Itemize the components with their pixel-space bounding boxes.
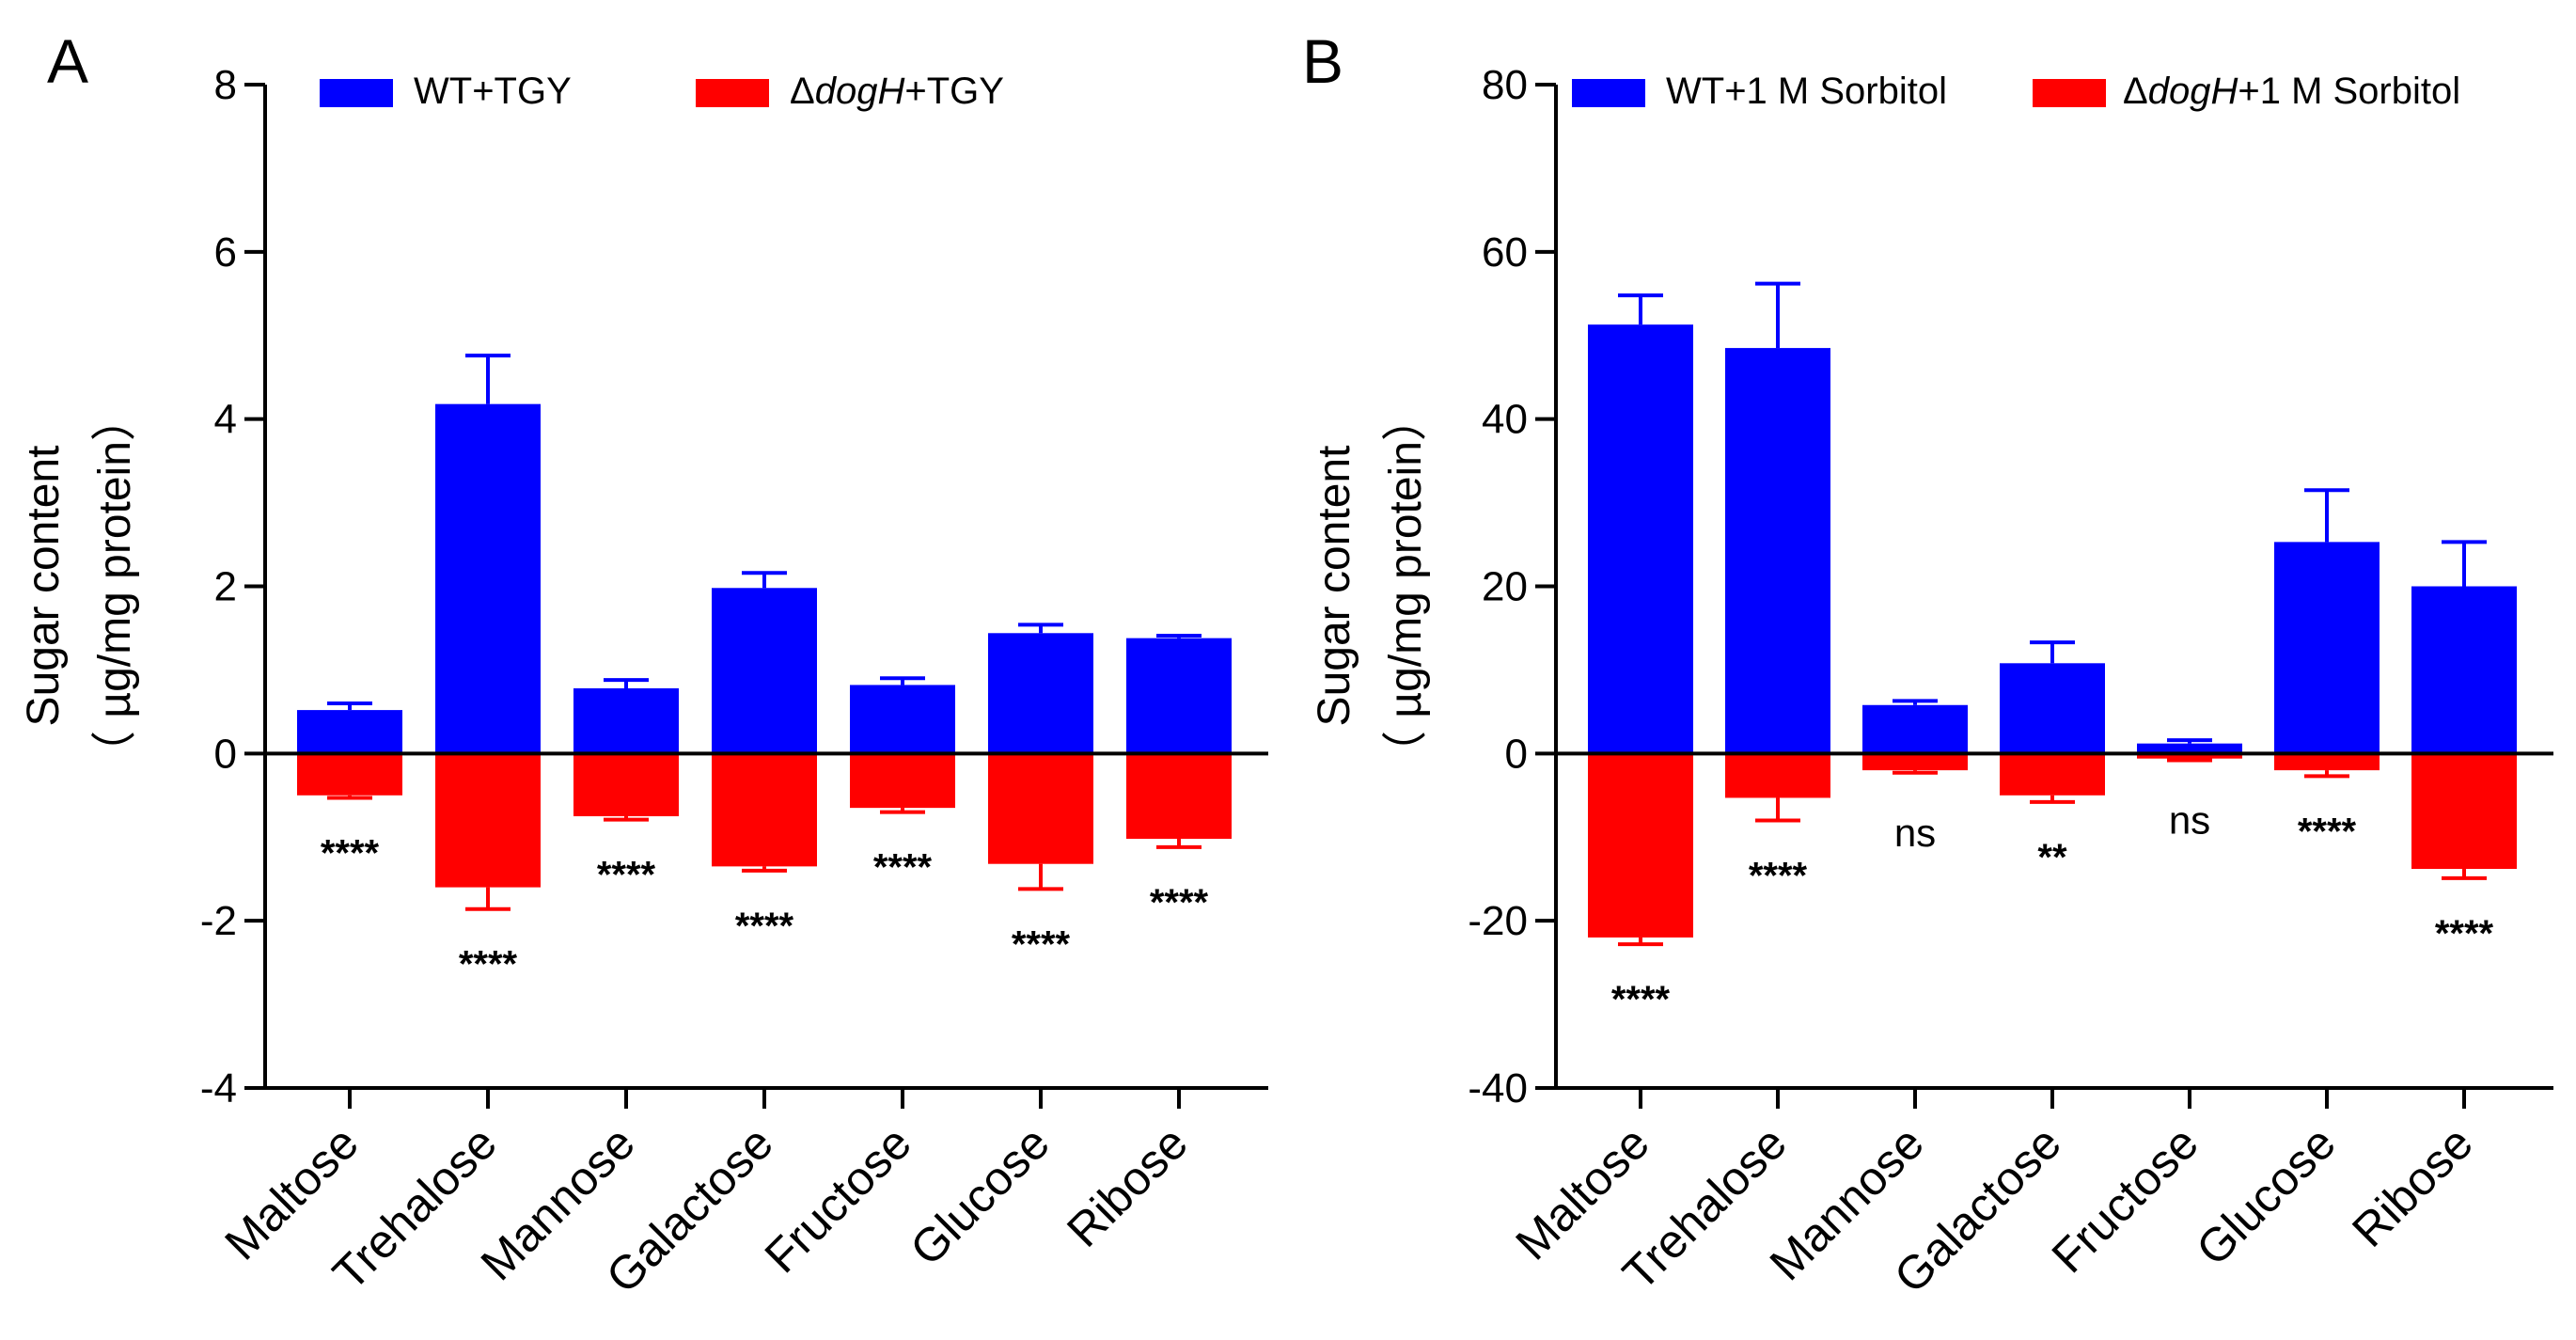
significance-marker: ** bbox=[2037, 837, 2067, 878]
significance-marker: **** bbox=[735, 906, 794, 947]
significance-marker: **** bbox=[2298, 811, 2357, 852]
y-axis-unit-label: （ µg/mg protein） bbox=[90, 396, 140, 776]
y-tick-label: 6 bbox=[214, 229, 237, 276]
bar-mutant bbox=[1862, 753, 1968, 771]
x-tick-label: Glucose bbox=[2186, 1116, 2345, 1275]
y-tick-label: 8 bbox=[214, 62, 237, 108]
legend-entry: WT+TGY bbox=[414, 71, 572, 112]
bar-mutant bbox=[1126, 753, 1232, 840]
y-axis-label: Sugar content bbox=[19, 446, 69, 727]
legend-text-part: Δ bbox=[790, 71, 815, 112]
legend-entry: ΔdogH+1 M Sorbitol bbox=[2123, 71, 2460, 112]
y-tick-label: 60 bbox=[1482, 229, 1528, 276]
significance-marker: **** bbox=[1150, 882, 1209, 923]
significance-marker: **** bbox=[1012, 923, 1071, 965]
y-tick-label: 0 bbox=[214, 731, 237, 777]
bar-mutant bbox=[988, 753, 1093, 864]
significance-marker: **** bbox=[1749, 855, 1808, 896]
y-tick-label: 4 bbox=[214, 397, 237, 443]
legend-text-part: Δ bbox=[2123, 71, 2148, 112]
bar-wt bbox=[573, 687, 679, 754]
panel-b: B Sugar content （ µg/mg protein） -40 -20 0 20 4… bbox=[1302, 26, 2553, 1303]
legend-swatch bbox=[696, 79, 769, 107]
significance-marker: **** bbox=[873, 847, 933, 889]
legend-swatch bbox=[1572, 79, 1645, 107]
y-tick-label: 20 bbox=[1482, 564, 1528, 610]
y-axis-label: Sugar content bbox=[1310, 446, 1359, 727]
legend-entry: ΔdogH+TGY bbox=[790, 71, 1004, 112]
panel-label: B bbox=[1302, 26, 1343, 96]
bar-wt bbox=[712, 588, 817, 754]
significance-marker: **** bbox=[459, 944, 518, 985]
bar-wt bbox=[435, 403, 541, 754]
bar-wt bbox=[2000, 663, 2105, 754]
y-tick-label: 80 bbox=[1482, 62, 1528, 108]
significance-marker: ns bbox=[2169, 797, 2210, 842]
bar-wt bbox=[988, 633, 1093, 754]
x-tick-label: Fructose bbox=[2042, 1116, 2208, 1283]
legend-text-part: WT+1 M Sorbitol bbox=[1666, 71, 1947, 112]
legend-text-part: WT+TGY bbox=[414, 71, 572, 112]
bar-mutant bbox=[2137, 753, 2242, 759]
y-tick-label: -20 bbox=[1468, 898, 1528, 944]
legend-entry: WT+1 M Sorbitol bbox=[1666, 71, 1947, 112]
x-tick-label: Glucose bbox=[900, 1116, 1059, 1275]
legend-text-part: dogH bbox=[2148, 71, 2238, 112]
y-tick-label: -2 bbox=[200, 898, 237, 944]
bar-wt bbox=[1862, 704, 1968, 754]
bar-wt bbox=[2411, 586, 2517, 754]
y-tick-label: 40 bbox=[1482, 397, 1528, 443]
legend-text-part: +TGY bbox=[904, 71, 1004, 112]
y-tick-label: 2 bbox=[214, 564, 237, 610]
x-tick-label: Fructose bbox=[755, 1116, 921, 1283]
x-tick-label: Ribose bbox=[1057, 1116, 1198, 1257]
significance-marker: **** bbox=[597, 855, 656, 896]
bar-wt bbox=[1588, 324, 1693, 754]
significance-marker: **** bbox=[1611, 979, 1671, 1020]
bar-mutant bbox=[2000, 753, 2105, 796]
bar-mutant bbox=[2274, 753, 2380, 771]
bar-wt bbox=[297, 710, 402, 754]
bar-mutant bbox=[850, 753, 955, 809]
legend-swatch bbox=[320, 79, 393, 107]
bar-wt bbox=[1725, 348, 1830, 754]
panel-label: A bbox=[47, 26, 88, 96]
bar-wt bbox=[850, 685, 955, 754]
bar-mutant bbox=[297, 753, 402, 796]
bar-mutant bbox=[435, 753, 541, 888]
significance-marker: **** bbox=[2435, 913, 2494, 954]
x-tick-label: Ribose bbox=[2342, 1116, 2483, 1257]
y-tick-label: -4 bbox=[200, 1065, 237, 1111]
significance-marker: **** bbox=[321, 832, 380, 874]
y-axis-unit-label: （ µg/mg protein） bbox=[1381, 396, 1431, 776]
bar-mutant bbox=[712, 753, 817, 867]
bar-wt bbox=[2274, 542, 2380, 754]
y-tick-label: -40 bbox=[1468, 1065, 1528, 1111]
bar-wt bbox=[2137, 743, 2242, 754]
legend-text-part: dogH bbox=[815, 71, 905, 112]
bar-mutant bbox=[573, 753, 679, 817]
legend-swatch bbox=[2033, 79, 2106, 107]
bar-mutant bbox=[1588, 753, 1693, 938]
bar-wt bbox=[1126, 638, 1232, 754]
y-tick-label: 0 bbox=[1505, 731, 1528, 777]
bar-mutant bbox=[2411, 753, 2517, 870]
significance-marker: ns bbox=[1894, 811, 1936, 855]
bar-mutant bbox=[1725, 753, 1830, 798]
legend-text-part: +1 M Sorbitol bbox=[2238, 71, 2460, 112]
